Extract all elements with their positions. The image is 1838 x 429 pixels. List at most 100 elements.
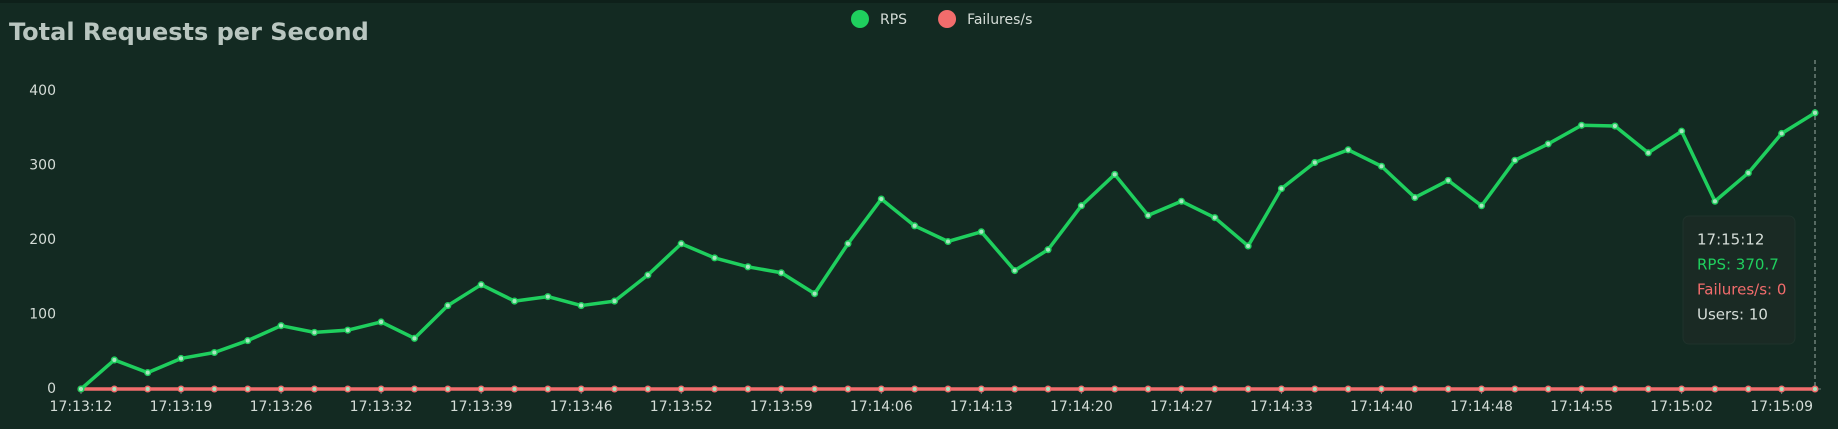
x-tick-label: 17:13:12	[50, 399, 113, 415]
point	[344, 326, 352, 334]
point	[677, 385, 685, 393]
x-tick-label: 17:15:02	[1650, 399, 1713, 415]
point	[744, 385, 752, 393]
point	[1044, 246, 1052, 254]
x-tick-label: 17:13:46	[550, 399, 613, 415]
point	[244, 385, 252, 393]
point	[1578, 385, 1586, 393]
point	[277, 385, 285, 393]
point	[444, 302, 452, 310]
point	[911, 385, 919, 393]
point	[1778, 385, 1786, 393]
point	[1444, 385, 1452, 393]
legend-label: RPS	[880, 12, 907, 28]
point	[944, 237, 952, 246]
point	[1344, 385, 1352, 393]
point	[1244, 385, 1252, 393]
point	[1077, 202, 1085, 210]
point	[477, 385, 485, 393]
point	[811, 385, 819, 393]
tooltip-line: RPS: 370.7	[1697, 256, 1779, 274]
point	[677, 240, 685, 248]
point	[1311, 158, 1319, 167]
point	[610, 297, 619, 305]
x-tick-label: 17:14:13	[950, 399, 1013, 415]
point	[1644, 149, 1652, 157]
x-tick-label: 17:14:06	[850, 399, 913, 415]
point	[711, 385, 719, 393]
point	[1011, 385, 1019, 393]
point	[1477, 385, 1486, 393]
chart-title: Total Requests per Second	[9, 18, 369, 46]
point	[877, 195, 885, 203]
point	[1444, 176, 1452, 184]
x-tick-label: 17:13:59	[750, 399, 813, 415]
point	[1211, 214, 1219, 222]
y-tick-label: 100	[29, 307, 56, 323]
point	[544, 385, 552, 393]
tooltip-title: 17:15:12	[1697, 231, 1764, 249]
x-tick-label: 17:15:09	[1750, 399, 1813, 415]
point	[1377, 385, 1386, 393]
point	[1811, 385, 1819, 393]
point	[1277, 185, 1286, 193]
point	[811, 290, 819, 298]
point	[510, 297, 519, 305]
tooltip-line: Users: 10	[1697, 306, 1768, 324]
point	[310, 328, 318, 336]
x-tick-label: 17:14:20	[1050, 399, 1113, 415]
point	[344, 385, 352, 393]
point	[1211, 385, 1219, 393]
x-tick-label: 17:13:19	[150, 399, 213, 415]
point	[1244, 242, 1252, 250]
point	[410, 385, 419, 393]
point	[1711, 385, 1719, 393]
point	[1678, 385, 1686, 393]
point	[1744, 385, 1752, 393]
point	[1511, 156, 1519, 164]
point	[1111, 170, 1119, 178]
point	[711, 254, 719, 262]
y-tick-label: 300	[29, 158, 56, 174]
point	[477, 281, 485, 289]
legend-swatch	[938, 10, 957, 28]
point	[1144, 385, 1152, 393]
point	[1611, 122, 1619, 130]
point	[644, 271, 652, 279]
point	[1411, 385, 1419, 393]
point	[1578, 121, 1586, 129]
point	[1411, 193, 1419, 202]
top-border	[0, 0, 1838, 3]
point	[410, 334, 419, 342]
point	[177, 354, 185, 363]
point	[377, 385, 385, 393]
point	[377, 318, 385, 326]
point	[777, 269, 785, 277]
point	[944, 385, 952, 393]
y-tick-label: 0	[47, 381, 56, 397]
point	[777, 385, 785, 393]
point	[844, 240, 852, 248]
point	[911, 222, 919, 230]
point	[1744, 169, 1752, 177]
point	[444, 385, 452, 393]
point	[1544, 140, 1552, 148]
point	[1177, 197, 1185, 205]
point	[610, 385, 619, 393]
point	[1811, 109, 1819, 117]
point	[544, 293, 552, 301]
point	[1611, 385, 1619, 393]
point	[1644, 385, 1652, 393]
tooltip-box	[1682, 215, 1796, 345]
x-tick-label: 17:13:39	[450, 399, 513, 415]
point	[144, 385, 152, 393]
point	[1778, 129, 1786, 138]
point	[644, 385, 652, 393]
point	[1177, 385, 1185, 393]
point	[144, 369, 152, 377]
point	[1511, 385, 1519, 393]
point	[1144, 211, 1152, 219]
point	[1011, 266, 1019, 275]
point	[1044, 385, 1052, 393]
